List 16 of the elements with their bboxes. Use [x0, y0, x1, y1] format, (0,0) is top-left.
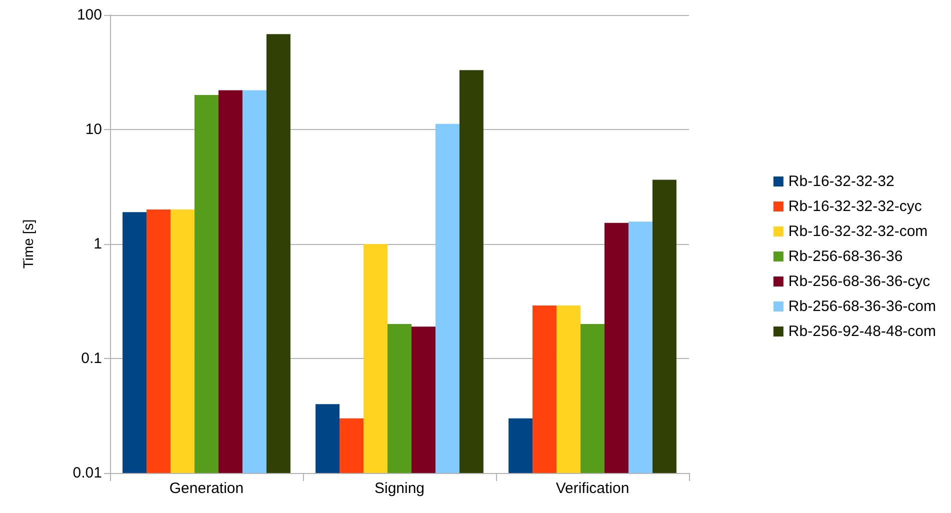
- y-tick-label: 0.1: [81, 350, 102, 367]
- legend-label: Rb-256-92-48-48-com: [788, 323, 936, 340]
- legend-label: Rb-16-32-32-32-cyc: [788, 198, 922, 215]
- y-tick-label: 1: [94, 236, 102, 252]
- legend-label: Rb-16-32-32-32: [788, 173, 894, 190]
- y-axis-title: Time [s]: [20, 219, 36, 269]
- y-tick-label: 0.01: [72, 464, 102, 482]
- x-tick-label: Verification: [556, 480, 630, 497]
- y-tick-label: 100: [76, 6, 102, 24]
- y-tick-label: 10: [85, 121, 102, 138]
- legend-label: Rb-16-32-32-32-com: [788, 223, 928, 240]
- legend-label: Rb-256-68-36-36-cyc: [788, 273, 931, 290]
- legend-label: Rb-256-68-36-36-com: [788, 298, 936, 315]
- legend-label: Rb-256-68-36-36: [788, 248, 903, 265]
- x-tick-label: Generation: [169, 480, 244, 497]
- x-tick-label: Signing: [374, 480, 425, 497]
